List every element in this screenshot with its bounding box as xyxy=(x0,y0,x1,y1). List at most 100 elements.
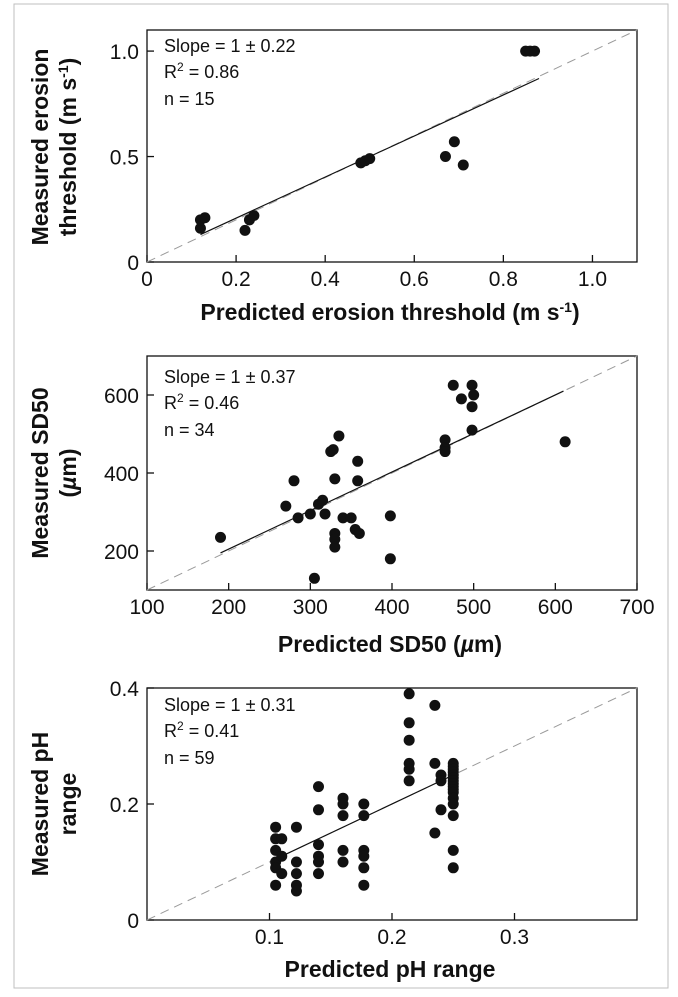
x-tick-label: 200 xyxy=(211,596,246,619)
x-tick-label: 0.4 xyxy=(311,268,341,291)
data-point xyxy=(435,804,447,816)
y-axis-label: Measured erosion threshold (m s-1) xyxy=(27,49,81,246)
data-point xyxy=(364,153,376,165)
data-point xyxy=(447,862,459,874)
x-tick-label: 600 xyxy=(538,596,573,619)
data-point xyxy=(447,844,459,856)
y-tick-label: 0.5 xyxy=(110,147,139,170)
n-annotation: n = 15 xyxy=(164,89,215,109)
svg-text:Measured SD50: Measured SD50 xyxy=(27,387,53,558)
x-tick-label: 0 xyxy=(141,268,153,291)
data-point xyxy=(270,821,282,833)
data-point xyxy=(337,810,349,822)
data-point xyxy=(329,533,341,545)
data-point xyxy=(313,804,324,816)
data-point xyxy=(248,210,260,222)
data-point xyxy=(313,839,324,851)
data-point xyxy=(403,763,415,775)
y-tick-label: 0.2 xyxy=(110,794,139,817)
svg-text:threshold (m s-1): threshold (m s-1) xyxy=(55,58,81,237)
data-point xyxy=(194,222,206,234)
svg-text:(µm): (µm) xyxy=(55,448,81,497)
data-point xyxy=(439,446,451,458)
data-point xyxy=(352,475,364,487)
y-tick-label: 600 xyxy=(104,385,139,408)
data-point xyxy=(290,821,302,833)
y-axis-label: Measured pH range xyxy=(27,732,81,876)
y-tick-label: 400 xyxy=(104,463,139,486)
y-tick-label: 0 xyxy=(127,910,139,933)
plot-frame xyxy=(146,29,638,263)
slope-annotation: Slope = 1 ± 0.37 xyxy=(164,367,295,387)
svg-text:range: range xyxy=(55,773,81,836)
x-tick-label: 300 xyxy=(293,596,328,619)
x-tick-label: 0.2 xyxy=(221,268,250,291)
data-point xyxy=(457,159,469,171)
data-point xyxy=(329,473,341,485)
slope-annotation: Slope = 1 ± 0.31 xyxy=(164,695,295,715)
data-points xyxy=(194,45,541,236)
data-point xyxy=(384,553,396,565)
data-point xyxy=(337,844,349,856)
data-point xyxy=(290,885,302,897)
data-point xyxy=(358,850,370,862)
y-tick-label: 0 xyxy=(127,252,139,275)
data-point xyxy=(384,510,396,522)
data-point xyxy=(529,45,541,57)
data-point xyxy=(270,879,282,891)
data-point xyxy=(429,699,441,711)
x-tick-label: 100 xyxy=(129,596,164,619)
data-point xyxy=(337,856,349,868)
x-tick-label: 0.8 xyxy=(489,268,518,291)
data-point xyxy=(329,541,341,553)
data-point xyxy=(559,436,571,448)
x-tick-label: 400 xyxy=(374,596,409,619)
data-point xyxy=(317,494,329,506)
data-point xyxy=(292,512,304,524)
data-point xyxy=(358,879,370,891)
data-point xyxy=(319,508,331,520)
x-tick-label: 0.1 xyxy=(255,926,284,949)
data-point xyxy=(455,393,467,405)
data-point xyxy=(337,798,349,810)
data-point xyxy=(239,224,251,236)
data-point xyxy=(290,856,302,868)
x-tick-label: 0.6 xyxy=(400,268,429,291)
data-points xyxy=(215,379,571,584)
x-tick-label: 0.2 xyxy=(377,926,406,949)
data-point xyxy=(280,500,292,512)
reference-lines xyxy=(146,355,638,591)
data-point xyxy=(429,827,441,839)
panel-ph-range: 0.1 0.2 0.3 0 0.2 0.4 Slope = 1 ± 0.31 R2 = 0… xyxy=(27,678,638,982)
data-point xyxy=(276,833,288,845)
x-axis-label: Predicted erosion threshold (m s-1) xyxy=(200,299,579,325)
y-tick-label: 200 xyxy=(104,541,139,564)
x-tick-label: 0.3 xyxy=(500,926,529,949)
svg-text:Measured erosion: Measured erosion xyxy=(27,49,53,246)
svg-text:Measured pH: Measured pH xyxy=(27,732,53,876)
data-point xyxy=(337,512,349,524)
panel-erosion-threshold: 0 0.2 0.4 0.6 0.8 1.0 0 0.5 1.0 Slope = 1 ± 0.22… xyxy=(27,29,638,325)
data-point xyxy=(288,475,300,487)
tick-group: 0.1 0.2 0.3 0 0.2 0.4 xyxy=(110,678,529,949)
data-point xyxy=(276,868,288,880)
data-point xyxy=(435,775,447,787)
data-point xyxy=(290,868,302,880)
y-axis-label: Measured SD50 (µm) xyxy=(27,387,81,558)
regression-line xyxy=(220,390,564,554)
data-point xyxy=(403,688,415,700)
data-point xyxy=(447,798,459,810)
r2-annotation: R2 = 0.46 xyxy=(164,391,239,413)
y-tick-label: 0.4 xyxy=(110,678,140,701)
x-tick-label: 700 xyxy=(619,596,654,619)
data-point xyxy=(313,781,324,793)
n-annotation: n = 34 xyxy=(164,420,215,440)
x-tick-label: 500 xyxy=(456,596,491,619)
tick-group: 100 200 300 400 500 600 700 200 400 600 xyxy=(104,385,655,619)
y-tick-label: 1.0 xyxy=(110,41,139,64)
data-point xyxy=(352,455,364,467)
data-point xyxy=(448,136,460,148)
r2-annotation: R2 = 0.41 xyxy=(164,719,239,741)
data-point xyxy=(403,734,415,746)
data-point xyxy=(345,512,357,524)
